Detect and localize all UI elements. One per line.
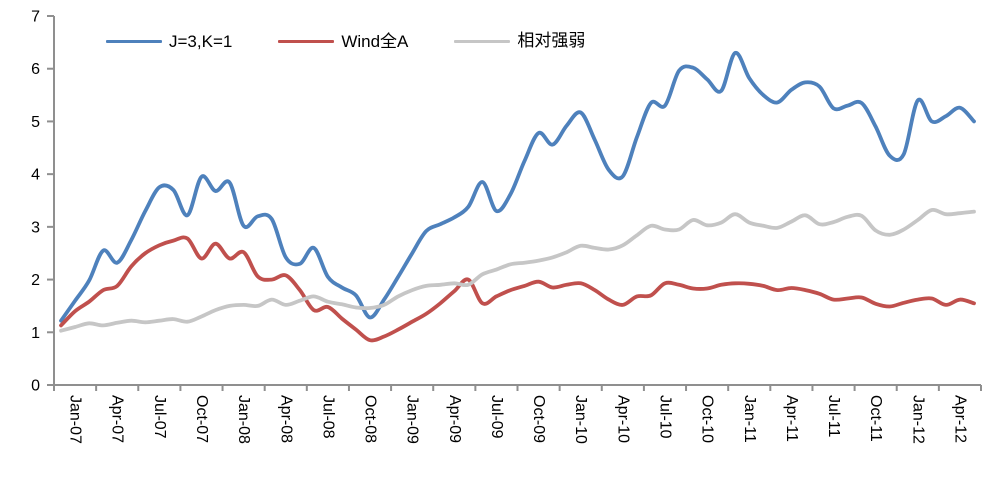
x-axis-tick-label: Jul-10: [656, 395, 673, 439]
x-axis-tick-label: Apr-11: [783, 395, 800, 442]
x-axis-tick-label: Oct-10: [699, 395, 716, 443]
x-axis-tick-label: Oct-07: [193, 395, 210, 443]
x-axis-tick-label: Apr-07: [109, 395, 126, 443]
x-axis-tick-label: Jul-08: [319, 395, 336, 439]
x-axis-tick-label: Jan-10: [572, 395, 589, 444]
legend-label: J=3,K=1: [169, 32, 233, 51]
x-axis-tick-label: Jul-07: [151, 395, 168, 439]
x-axis-tick-label: Jul-09: [488, 395, 505, 439]
x-axis-tick-label: Oct-11: [867, 395, 884, 442]
x-axis-tick-label: Jan-11: [741, 395, 758, 443]
x-axis-tick-label: Apr-08: [277, 395, 294, 443]
legend-item-relative-strength: 相对强弱: [454, 33, 585, 50]
y-axis-tick-label: 4: [31, 167, 40, 184]
x-axis-tick-label: Jan-07: [67, 395, 84, 444]
y-axis-tick-label: 6: [31, 61, 40, 78]
y-axis-tick-label: 2: [31, 272, 40, 289]
legend-item-wind-quan-a: Wind全A: [278, 33, 408, 50]
series-line-Wind全A: [59, 235, 976, 343]
x-axis-tick-label: Jul-11: [825, 395, 842, 437]
legend-line-swatch-blue: [106, 40, 162, 43]
chart-legend: J=3,K=1 Wind全A 相对强弱: [106, 33, 585, 50]
y-axis-tick-label: 1: [31, 325, 40, 342]
y-axis-tick-label: 3: [31, 219, 40, 236]
legend-label: 相对强弱: [517, 31, 586, 51]
y-axis-tick-label: 0: [31, 378, 40, 395]
legend-label: Wind全A: [341, 32, 409, 51]
x-axis-tick-label: Apr-09: [446, 395, 463, 443]
y-axis-tick-label: 7: [31, 9, 40, 26]
legend-item-j3k1: J=3,K=1: [106, 33, 232, 50]
x-axis-tick-label: Apr-10: [614, 395, 631, 443]
legend-line-swatch-gray: [454, 40, 511, 43]
x-axis-tick-label: Jan-09: [404, 395, 421, 444]
x-axis-tick-label: Apr-12: [951, 395, 968, 443]
x-axis-tick-label: Oct-09: [530, 395, 547, 443]
legend-line-swatch-red: [278, 40, 335, 43]
series-line-J=3,K=1: [59, 51, 976, 323]
y-axis-tick-label: 5: [31, 114, 40, 131]
x-axis-tick-label: Oct-08: [362, 395, 379, 443]
x-axis-tick-label: Jan-08: [235, 395, 252, 444]
x-axis-tick-label: Jan-12: [909, 395, 926, 444]
series-line-相对强弱: [59, 207, 976, 333]
